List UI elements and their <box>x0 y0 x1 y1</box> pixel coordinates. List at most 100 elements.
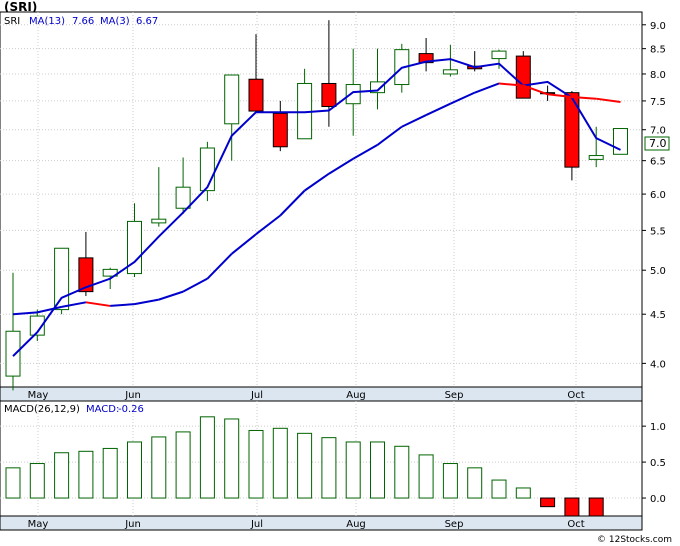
chart-title: (SRI) <box>4 0 38 14</box>
price-x-axis-band <box>0 386 643 402</box>
ma3-line-segment <box>328 157 354 175</box>
ma3-line-segment <box>449 91 476 105</box>
ma13-line <box>12 58 621 357</box>
ma3-line-segment <box>352 144 378 160</box>
macd-x-tick-label: May <box>28 519 49 530</box>
price-y-tick-label: 5.5 <box>650 226 666 237</box>
price-panel <box>0 11 643 388</box>
legend-ma13-label: MA(13) <box>29 16 65 27</box>
ma3-line-segment <box>12 311 38 316</box>
macd-bar <box>515 487 531 499</box>
ma3-line-segment <box>206 253 233 280</box>
ma3-line-segment <box>547 93 573 99</box>
price-y-tick-label: 6.0 <box>650 190 666 201</box>
price-y-tick-label: 7.0 <box>650 126 666 137</box>
price-x-tick-label: May <box>28 390 49 401</box>
ma3-line-segment <box>304 172 330 192</box>
price-y-tick-label: 6.5 <box>650 157 666 168</box>
macd-x-tick-label: Jul <box>250 519 263 530</box>
macd-y-tick-label: 0.0 <box>650 494 666 505</box>
ma3-line-segment <box>376 125 403 146</box>
macd-bar <box>588 497 604 517</box>
macd-legend-value-label: MACD: <box>86 404 119 415</box>
macd-bar <box>54 452 70 499</box>
price-x-tick-label: Sep <box>445 390 464 401</box>
candle-body <box>29 315 45 336</box>
candle-body <box>564 92 580 168</box>
legend-ma13-value: 7.66 <box>72 16 94 27</box>
ma3-line-segment <box>401 114 427 128</box>
ma3-line-segment <box>110 303 135 307</box>
macd-bar <box>564 497 580 517</box>
macd-x-axis-band <box>0 515 643 531</box>
candle-body <box>442 69 458 75</box>
candle-body <box>613 128 628 155</box>
macd-bar <box>175 431 191 499</box>
candle-body <box>515 55 531 99</box>
ma3-line-segment <box>596 97 621 104</box>
candle-body <box>151 218 167 224</box>
candle-body <box>127 220 142 275</box>
macd-x-tick-label: Aug <box>346 519 366 530</box>
price-x-tick-label: Oct <box>567 390 584 401</box>
ma3-line-segment <box>85 301 111 307</box>
macd-bar <box>78 450 94 499</box>
ma3-line-segment <box>158 290 184 301</box>
candle-body <box>175 186 191 209</box>
macd-bar <box>491 479 507 499</box>
price-y-tick-label: 9.0 <box>650 21 666 32</box>
macd-bar <box>467 467 483 499</box>
candle-body <box>224 74 240 125</box>
macd-bar <box>199 416 215 499</box>
macd-bar <box>345 441 361 499</box>
ma3-line-segment <box>255 214 281 236</box>
last-price-tag <box>644 136 670 151</box>
macd-bar <box>5 467 21 499</box>
macd-x-tick-label: Oct <box>567 519 584 530</box>
macd-x-tick-label: Sep <box>445 519 464 530</box>
price-x-tick-label: Jul <box>250 390 263 401</box>
ma3-line-segment <box>522 84 548 96</box>
candle-body <box>78 257 94 293</box>
ma3-line-segment <box>279 189 306 217</box>
ma3-line-segment <box>134 298 159 306</box>
macd-bar <box>248 429 264 499</box>
copyright-text: © 12Stocks.com <box>597 535 672 545</box>
price-y-tick-label: 8.5 <box>650 45 666 56</box>
candle-body <box>491 50 507 60</box>
macd-bar <box>321 437 337 499</box>
price-y-tick-label: 4.5 <box>650 310 666 321</box>
macd-bar <box>151 436 167 499</box>
macd-bar <box>442 463 458 499</box>
last-price-label: 7.0 <box>649 137 667 150</box>
candle-body <box>588 155 604 160</box>
legend-ma3-label: MA(3) <box>100 16 130 27</box>
ma3-line-segment <box>61 301 87 308</box>
macd-bar <box>272 427 288 499</box>
macd-bar <box>297 432 313 499</box>
candle-body <box>272 112 288 148</box>
macd-bar <box>127 441 142 499</box>
candle-body <box>5 330 21 377</box>
macd-bar <box>394 445 410 499</box>
macd-bar <box>29 463 45 499</box>
candle-body <box>199 147 215 192</box>
candle-body <box>54 247 70 311</box>
price-y-tick-label: 4.0 <box>650 359 666 370</box>
macd-y-tick-label: 1.0 <box>650 422 666 433</box>
candle-body <box>345 84 361 105</box>
candle-body <box>248 78 264 112</box>
macd-legend-value: -0.26 <box>118 404 144 415</box>
ma3-line-segment <box>498 82 524 87</box>
ma3-line-segment <box>37 305 62 314</box>
macd-legend-label: MACD(26,12,9) <box>4 404 80 415</box>
macd-bar <box>418 454 434 499</box>
ma3-line-segment <box>231 233 257 255</box>
price-y-tick-label: 7.5 <box>650 97 666 108</box>
price-x-tick-label: Aug <box>346 390 366 401</box>
legend-ticker: SRI <box>4 16 20 27</box>
ma3-line-segment <box>425 102 451 116</box>
macd-bar <box>102 447 118 499</box>
candle-body <box>370 81 385 94</box>
price-y-tick-label: 8.0 <box>650 70 666 81</box>
